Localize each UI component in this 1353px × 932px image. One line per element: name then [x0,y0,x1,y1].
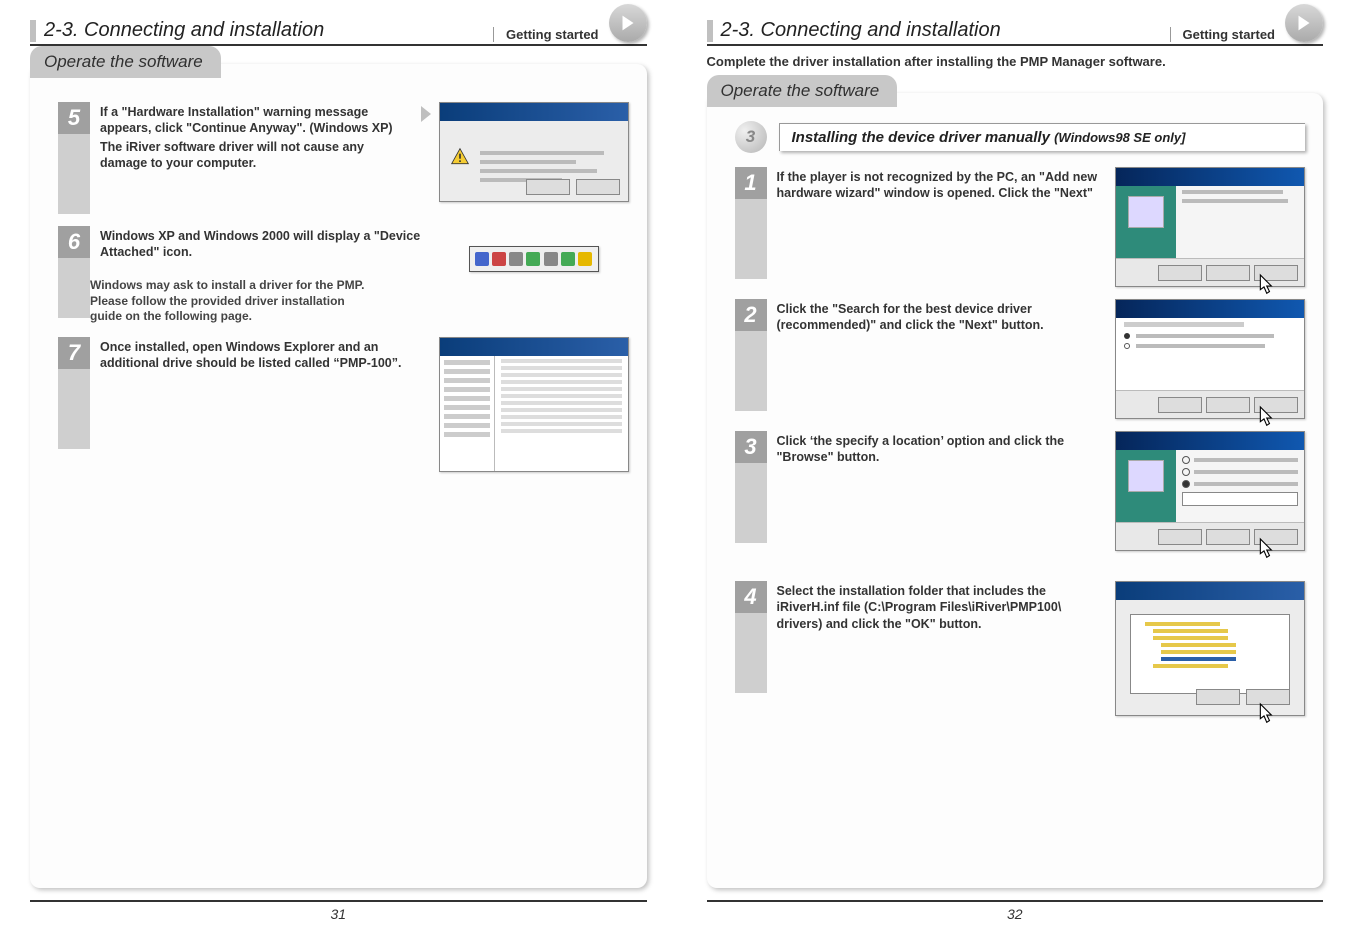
content-card: Operate the software 5 If a "Hardware In… [30,64,647,888]
subsection-number-icon: 3 [735,121,767,153]
header-accent [707,20,713,42]
intro-text: Complete the driver installation after i… [707,54,1324,69]
step-number: 3 [735,431,767,463]
step-text: Windows XP and Windows 2000 will display… [90,226,439,261]
step-text: Click ‘the specify a location’ option an… [767,431,1116,466]
step-6: 6 Windows XP and Windows 2000 will displ… [58,226,629,325]
step-text-main: If a "Hardware Installation" warning mes… [100,105,393,135]
warning-icon [450,147,470,167]
screenshot-specify-location [1115,431,1305,551]
page-right: 2-3. Connecting and installation Getting… [707,10,1324,922]
screenshot-folder-browser [1115,581,1305,716]
cursor-icon [1253,273,1275,299]
subsection-header: 3 Installing the device driver manually … [735,121,1306,153]
step-text: Click the "Search for the best device dr… [767,299,1116,334]
cursor-icon [1253,537,1275,563]
cursor-icon [1253,405,1275,431]
note-text: Windows may ask to install a driver for … [90,278,380,325]
screenshot-hardware-warning [439,102,629,202]
step-text: Select the installation folder that incl… [767,581,1116,632]
next-arrow-icon [609,4,647,42]
screenshot-add-hardware-wizard [1115,167,1305,287]
step-number: 5 [58,102,90,134]
step-text: If a "Hardware Installation" warning mes… [90,102,419,171]
step-1: 1 If the player is not recognized by the… [735,167,1306,287]
step-number: 4 [735,581,767,613]
page-header: 2-3. Connecting and installation Getting… [707,10,1324,46]
step-5: 5 If a "Hardware Installation" warning m… [58,102,629,214]
content-card: Operate the software 3 Installing the de… [707,93,1324,888]
screenshot-explorer [439,337,629,472]
page-number: 31 [30,900,647,922]
page-header: 2-3. Connecting and installation Getting… [30,10,647,46]
screenshot-systray [469,246,599,272]
step-text: If the player is not recognized by the P… [767,167,1116,202]
card-tab: Operate the software [30,46,221,78]
subsection-title-paren: (Windows98 SE only] [1054,130,1185,145]
section-title: 2-3. Connecting and installation [721,19,1170,42]
step-2: 2 Click the "Search for the best device … [735,299,1306,419]
step-number: 2 [735,299,767,331]
header-accent [30,20,36,42]
step-4: 4 Select the installation folder that in… [735,581,1306,716]
step-number: 6 [58,226,90,258]
step-text: Once installed, open Windows Explorer an… [90,337,439,372]
screenshot-search-driver [1115,299,1305,419]
step-text-main: Windows XP and Windows 2000 will display… [100,229,420,259]
next-arrow-icon [1285,4,1323,42]
chapter-label: Getting started [493,27,598,42]
section-title: 2-3. Connecting and installation [44,19,493,42]
page-left: 2-3. Connecting and installation Getting… [30,10,647,922]
card-tab: Operate the software [707,75,898,107]
triangle-arrow-icon [419,102,433,126]
cursor-icon [1253,702,1275,728]
page-number: 32 [707,900,1324,922]
step-number: 1 [735,167,767,199]
step-number: 7 [58,337,90,369]
chapter-label: Getting started [1170,27,1275,42]
step-text-sub: The iRiver software driver will not caus… [100,139,409,172]
step-3: 3 Click ‘the specify a location’ option … [735,431,1306,551]
subsection-number: 3 [746,127,755,147]
subsection-title: Installing the device driver manually (W… [779,123,1306,151]
subsection-title-main: Installing the device driver manually [792,129,1055,146]
step-7: 7 Once installed, open Windows Explorer … [58,337,629,472]
